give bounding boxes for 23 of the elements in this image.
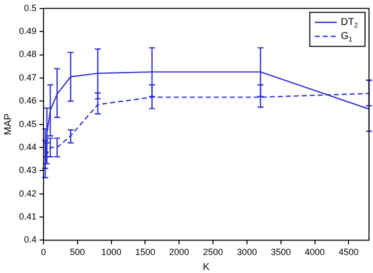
x-tick-label: 0 <box>41 247 46 258</box>
y-tick-label: 0.41 <box>18 212 37 222</box>
x-tick-label: 3000 <box>236 247 257 258</box>
x-tick-label: 3500 <box>270 247 291 258</box>
x-tick-label: 2500 <box>203 247 224 258</box>
x-tick-label: 500 <box>70 247 85 258</box>
y-tick-label: 0.48 <box>18 49 37 60</box>
y-tick-label: 0.42 <box>18 188 37 198</box>
x-axis-title: K <box>202 262 210 273</box>
y-tick-label: 0.44 <box>18 142 37 152</box>
x-tick-label: 1000 <box>101 247 122 258</box>
y-tick-label: 0.4 <box>24 234 37 245</box>
x-tick-label: 1500 <box>135 247 156 258</box>
x-tick-label: 2000 <box>169 247 190 258</box>
y-tick-label: 0.5 <box>24 2 37 13</box>
x-tick-label: 4500 <box>338 247 359 258</box>
y-tick-label: 0.47 <box>18 72 37 82</box>
y-tick-label: 0.43 <box>18 165 37 176</box>
x-tick-label: 4000 <box>304 247 325 258</box>
y-tick-label: 0.45 <box>18 118 37 129</box>
y-tick-label: 0.46 <box>18 96 37 106</box>
y-axis-title: MAP <box>2 113 14 136</box>
y-tick-label: 0.49 <box>18 26 37 36</box>
